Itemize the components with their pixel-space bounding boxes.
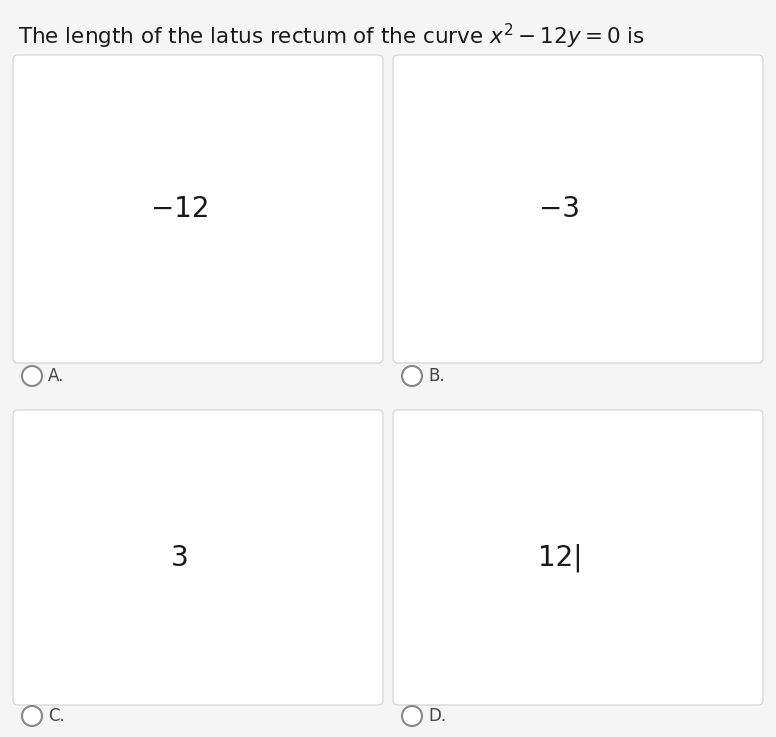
- Text: −12: −12: [151, 195, 210, 223]
- Text: The length of the latus rectum of the curve $x^2 - 12y = 0$ is: The length of the latus rectum of the cu…: [18, 22, 645, 51]
- Circle shape: [402, 706, 422, 726]
- Text: 3: 3: [171, 543, 189, 571]
- Circle shape: [402, 366, 422, 386]
- Text: B.: B.: [428, 367, 445, 385]
- Text: D.: D.: [428, 707, 446, 725]
- Text: −3: −3: [539, 195, 580, 223]
- FancyBboxPatch shape: [393, 410, 763, 705]
- Text: C.: C.: [48, 707, 64, 725]
- Text: 12|: 12|: [538, 543, 582, 572]
- Circle shape: [22, 366, 42, 386]
- Text: A.: A.: [48, 367, 64, 385]
- Circle shape: [22, 706, 42, 726]
- FancyBboxPatch shape: [13, 55, 383, 363]
- FancyBboxPatch shape: [13, 410, 383, 705]
- FancyBboxPatch shape: [393, 55, 763, 363]
